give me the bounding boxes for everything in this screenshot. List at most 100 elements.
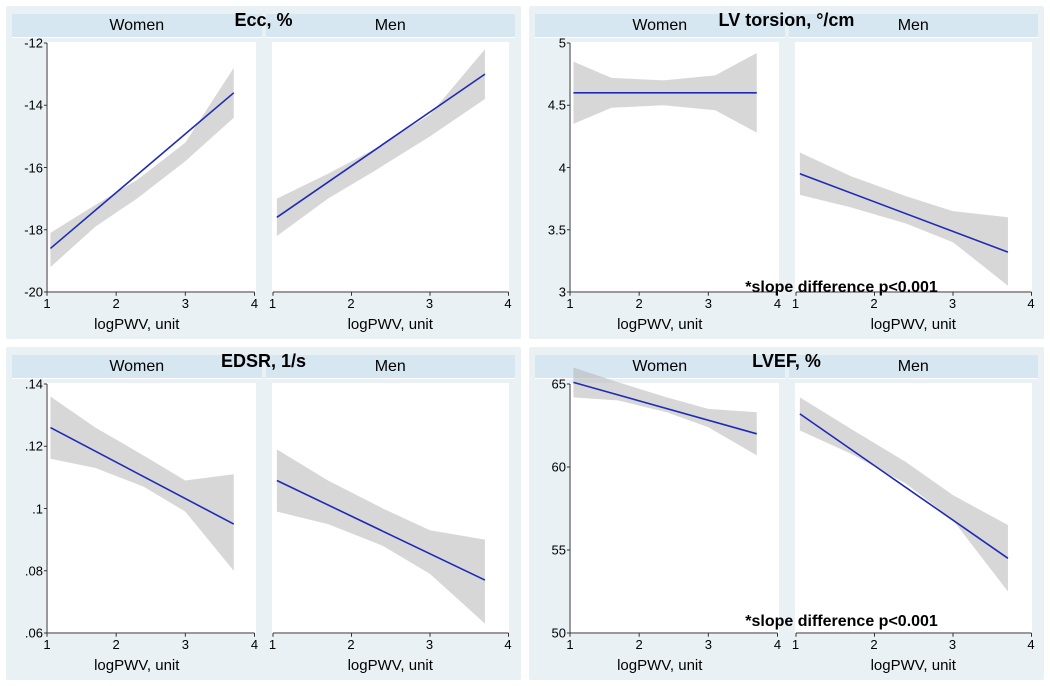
panel-title: LVEF, % <box>529 351 1044 372</box>
plot-wrap: 1234logPWV, unit <box>266 38 516 335</box>
plot-wrap: 1234logPWV, unit <box>789 379 1039 676</box>
subpanel-men: Men1234logPWV, unit <box>266 355 516 676</box>
slope-annotation: *slope difference p<0.001 <box>745 613 938 631</box>
plot-area: 1234 <box>272 383 510 634</box>
xtick-label: 3 <box>182 633 189 652</box>
x-axis-label: logPWV, unit <box>535 657 785 674</box>
figure-grid: Ecc, %Women-20-18-16-14-121234logPWV, un… <box>0 0 1050 686</box>
plot-area: 1234 <box>272 42 510 293</box>
chart-svg <box>796 43 1032 292</box>
xtick-label: 4 <box>1027 292 1034 311</box>
regression-line <box>276 480 484 580</box>
xtick-label: 3 <box>426 292 433 311</box>
confidence-band <box>799 397 1007 591</box>
plot-wrap: 505560651234 logPWV, unit <box>535 379 785 676</box>
confidence-band <box>50 68 233 267</box>
subpanel-men: Men1234logPWV, unit <box>266 14 516 335</box>
slope-annotation: *slope difference p<0.001 <box>745 279 938 297</box>
xtick-label: 2 <box>113 633 120 652</box>
subpanel-row: Women-20-18-16-14-121234logPWV, unitMen1… <box>12 12 515 335</box>
panel-torsion: LV torsion, °/cmWomen33.544.551234logPWV… <box>529 6 1044 339</box>
xtick-label: 1 <box>269 292 276 311</box>
plot-area: .06.08.1.12.141234 <box>46 383 256 634</box>
ytick-label: 55 <box>552 543 570 558</box>
plot-area: 33.544.551234 <box>569 42 779 293</box>
xtick-label: 1 <box>792 633 799 652</box>
xtick-label: 4 <box>504 292 511 311</box>
ytick-label: -12 <box>24 36 47 51</box>
plot-area: 1234 <box>795 42 1033 293</box>
ytick-label: 4.5 <box>548 98 570 113</box>
chart-svg <box>570 384 778 633</box>
x-axis-label: logPWV, unit <box>266 657 516 674</box>
regression-line <box>573 382 756 433</box>
ytick-label: -14 <box>24 98 47 113</box>
xtick-label: 1 <box>269 633 276 652</box>
x-axis-label: logPWV, unit <box>266 316 516 333</box>
xtick-label: 3 <box>705 292 712 311</box>
xtick-label: 4 <box>774 633 781 652</box>
xtick-label: 2 <box>636 292 643 311</box>
ytick-label: -18 <box>24 222 47 237</box>
plot-wrap: -20-18-16-14-121234 logPWV, unit <box>12 38 262 335</box>
x-axis-label: logPWV, unit <box>789 657 1039 674</box>
xtick-label: 4 <box>251 633 258 652</box>
plot-wrap: 1234 logPWV, unit <box>266 379 516 676</box>
xtick-label: 2 <box>347 292 354 311</box>
panel-ecc: Ecc, %Women-20-18-16-14-121234logPWV, un… <box>6 6 521 339</box>
ytick-label: 65 <box>552 377 570 392</box>
xtick-label: 4 <box>504 633 511 652</box>
xtick-label: 1 <box>566 292 573 311</box>
plot-area: 1234 <box>795 383 1033 634</box>
chart-svg <box>796 384 1032 633</box>
regression-line <box>799 174 1007 252</box>
confidence-band <box>799 153 1007 286</box>
xtick-label: 3 <box>182 292 189 311</box>
chart-svg <box>273 43 509 292</box>
x-axis-label: logPWV, unit <box>12 316 262 333</box>
regression-line <box>799 414 1007 558</box>
xtick-label: 3 <box>426 633 433 652</box>
subpanel-row: Women.06.08.1.12.141234logPWV, unitMen12… <box>12 353 515 676</box>
xtick-label: 2 <box>636 633 643 652</box>
x-axis-label: logPWV, unit <box>535 316 785 333</box>
xtick-label: 1 <box>43 292 50 311</box>
ytick-label: 4 <box>559 160 570 175</box>
xtick-label: 3 <box>705 633 712 652</box>
ytick-label: -16 <box>24 160 47 175</box>
chart-svg <box>47 43 255 292</box>
confidence-band <box>276 449 484 623</box>
xtick-label: 4 <box>251 292 258 311</box>
ytick-label: 3.5 <box>548 222 570 237</box>
xtick-label: 3 <box>949 292 956 311</box>
plot-area: 505560651234 <box>569 383 779 634</box>
xtick-label: 3 <box>949 633 956 652</box>
ytick-label: .08 <box>25 563 47 578</box>
chart-svg <box>47 384 255 633</box>
plot-wrap: .06.08.1.12.141234 logPWV, unit <box>12 379 262 676</box>
panel-edsr: EDSR, 1/sWomen.06.08.1.12.141234logPWV, … <box>6 347 521 680</box>
xtick-label: 1 <box>566 633 573 652</box>
ytick-label: .1 <box>32 501 47 516</box>
x-axis-label: logPWV, unit <box>789 316 1039 333</box>
panel-title: EDSR, 1/s <box>6 351 521 372</box>
panel-title: Ecc, % <box>6 10 521 31</box>
confidence-band <box>50 396 233 570</box>
chart-svg <box>273 384 509 633</box>
ytick-label: 5 <box>559 36 570 51</box>
subpanel-women: Women.06.08.1.12.141234logPWV, unit <box>12 355 262 676</box>
x-axis-label: logPWV, unit <box>12 657 262 674</box>
regression-line <box>50 428 233 524</box>
confidence-band <box>276 49 484 236</box>
panel-title: LV torsion, °/cm <box>529 10 1044 31</box>
xtick-label: 2 <box>113 292 120 311</box>
ytick-label: 60 <box>552 460 570 475</box>
confidence-band <box>573 367 756 455</box>
xtick-label: 1 <box>43 633 50 652</box>
subpanel-women: Women-20-18-16-14-121234logPWV, unit <box>12 14 262 335</box>
xtick-label: 2 <box>870 633 877 652</box>
plot-area: -20-18-16-14-121234 <box>46 42 256 293</box>
xtick-label: 4 <box>1027 633 1034 652</box>
regression-line <box>50 93 233 249</box>
panel-lvef: LVEF, %Women505560651234logPWV, unitMen1… <box>529 347 1044 680</box>
